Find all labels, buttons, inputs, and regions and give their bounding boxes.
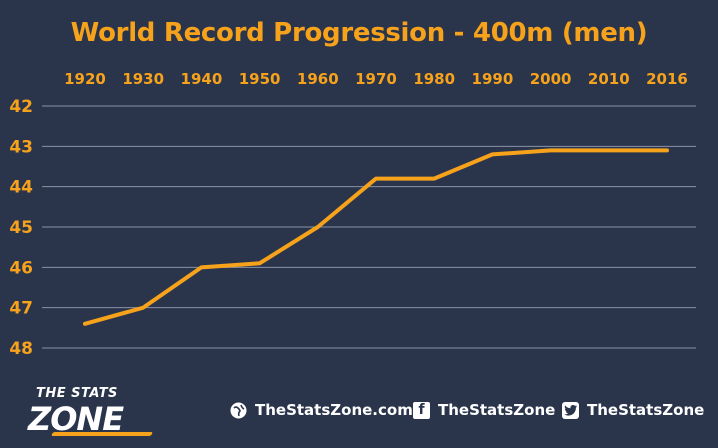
twitter-text: TheStatsZone (587, 401, 705, 419)
y-tick-label: 47 (9, 299, 33, 319)
y-tick-label: 46 (9, 258, 33, 278)
logo-swoosh (50, 432, 154, 436)
twitter-link[interactable]: TheStatsZone (562, 400, 704, 420)
x-tick-label: 1970 (355, 70, 397, 88)
facebook-link[interactable]: f TheStatsZone (413, 400, 555, 420)
x-tick-label: 2000 (530, 70, 572, 88)
chart-title: World Record Progression - 400m (men) (70, 18, 648, 48)
website-link[interactable]: TheStatsZone.com (230, 400, 413, 420)
website-text: TheStatsZone.com (255, 401, 413, 419)
y-tick-label: 42 (9, 97, 33, 117)
y-tick-label: 48 (9, 339, 33, 359)
facebook-icon: f (413, 401, 430, 419)
x-tick-label: 1950 (239, 70, 281, 88)
x-tick-label: 1920 (64, 70, 106, 88)
footer: THE STATS ZONE TheStatsZone.com f TheSta… (0, 372, 718, 448)
x-tick-label: 1960 (297, 70, 339, 88)
line-chart: 42 43 44 45 46 47 48 1920 1930 1940 1950 1960 1970 1… (9, 70, 696, 359)
x-tick-label: 1980 (413, 70, 455, 88)
twitter-icon (562, 401, 579, 419)
series-line (83, 148, 669, 326)
x-tick-label: 1930 (122, 70, 164, 88)
y-tick-label: 45 (9, 218, 33, 238)
logo-bottom-text: ZONE (28, 400, 124, 438)
x-tick-label: 2010 (588, 70, 630, 88)
x-tick-label: 1990 (472, 70, 514, 88)
logo-top-text: THE STATS (36, 386, 118, 401)
x-tick-label: 2016 (646, 70, 688, 88)
facebook-text: TheStatsZone (438, 401, 556, 419)
y-tick-label: 44 (9, 178, 33, 198)
brand-logo: THE STATS ZONE (28, 386, 158, 438)
globe-icon (230, 402, 247, 419)
x-tick-label: 1940 (181, 70, 223, 88)
y-tick-label: 43 (9, 137, 33, 157)
